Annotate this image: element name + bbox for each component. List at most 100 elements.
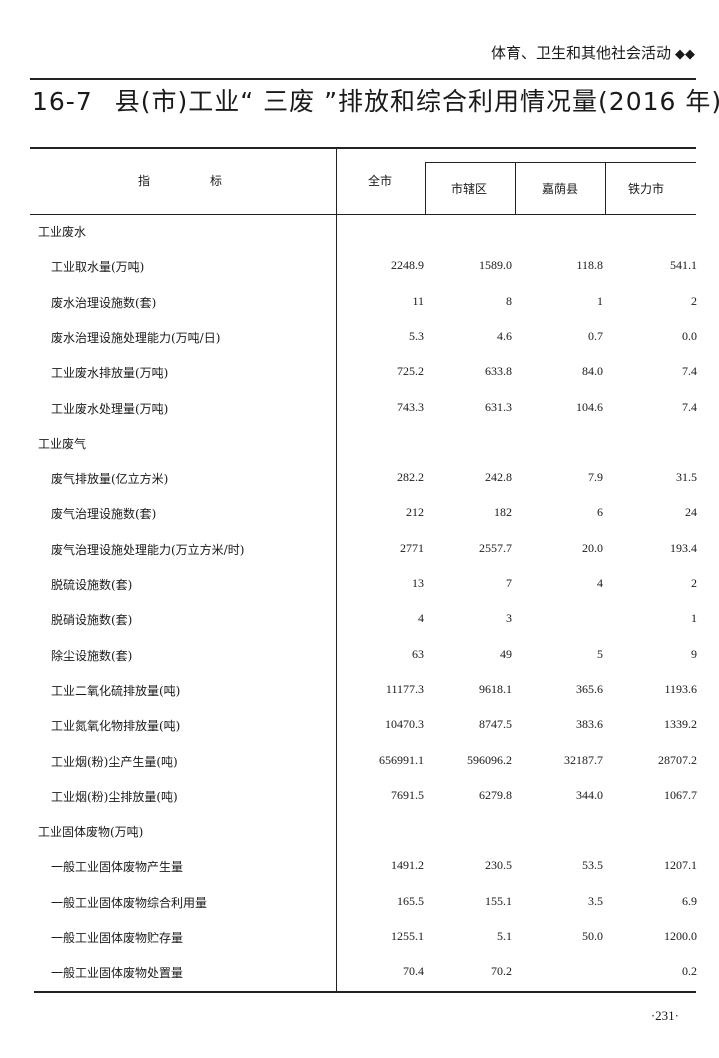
value-cell: 1207.1 [664,858,697,873]
value-cell: 3 [506,611,512,626]
row-label: 工业烟(粉)尘排放量(吨) [51,789,178,804]
value-cell: 193.4 [670,540,697,555]
value-cell: 5.1 [497,929,512,943]
row-label: 脱硝设施数(套) [51,613,133,628]
row-label: 一般工业固体废物贮存量 [51,931,184,945]
value-cell: 165.5 [397,893,424,908]
value-cell: 0.7 [588,328,603,343]
row-label: 工业废水排放量(万吨) [51,366,169,381]
value-cell: 7.9 [588,470,603,485]
table-row: 废气排放量(亿立方米) 282.2 242.8 7.9 31.5 [0,470,719,490]
row-label: 工业废水处理量(万吨) [51,401,169,416]
value-cell: 6.9 [682,893,697,908]
value-cell: 230.5 [485,858,512,873]
value-cell: 2248.9 [391,258,424,273]
value-cell: 155.1 [485,893,512,908]
page-number: ·231· [650,1008,679,1023]
row-label: 废水治理设施数(套) [51,295,157,310]
table-number: 16-7 [32,87,93,116]
header-total: 全市 [368,174,393,188]
value-cell: 49 [500,646,512,661]
value-cell: 10470.3 [385,717,424,732]
value-cell: 6279.8 [479,787,512,802]
value-cell: 50.0 [582,929,603,943]
value-cell: 1 [691,611,697,626]
value-cell: 70.4 [403,964,424,979]
value-cell: 84.0 [582,364,603,379]
value-cell: 5 [597,646,603,661]
table-top-rule [30,147,696,149]
row-label: 一般工业固体废物产生量 [51,860,184,875]
value-cell: 63 [412,646,424,661]
header-indicator: 指 标 [138,174,223,188]
table-row: 工业废水排放量(万吨) 725.2 633.8 84.0 7.4 [0,364,719,384]
stub-divider [336,148,337,992]
value-cell: 596096.2 [467,752,512,767]
value-cell: 118.8 [576,258,603,273]
value-cell: 7.4 [682,399,697,414]
value-cell: 1067.7 [664,787,697,802]
value-cell: 7.4 [682,364,697,379]
section-row: 工业废气 [0,435,719,455]
table-row: 工业烟(粉)尘产生量(吨) 656991.1 596096.2 32187.7 2870… [0,753,719,773]
row-label: 工业二氧化硫排放量(吨) [51,683,181,698]
table-row: 废水治理设施处理能力(万吨/日) 5.3 4.6 0.7 0.0 [0,329,719,349]
value-cell: 541.1 [670,258,697,273]
value-cell: 1589.0 [479,258,512,273]
value-cell: 31.5 [676,470,697,485]
value-cell: 20.0 [582,540,603,555]
table-bottom-rule [34,991,696,993]
subheader-divider-1 [425,162,426,215]
row-label: 废水治理设施处理能力(万吨/日) [51,330,221,345]
page-title: 16-7 县(市)工业“ 三废 ”排放和综合利用情况量(2016 年) [32,82,719,118]
value-cell: 2 [691,293,697,308]
value-cell: 11 [412,293,424,308]
value-cell: 1491.2 [391,858,424,873]
table-row: 工业二氧化硫排放量(吨) 11177.3 9618.1 365.6 1193.6 [0,682,719,702]
header-tieli: 铁力市 [628,182,665,196]
section-label: 工业固体废物(万吨) [38,825,144,840]
row-label: 工业取水量(万吨) [51,260,145,275]
value-cell: 2771 [400,540,424,555]
value-cell: 9618.1 [479,681,512,696]
value-cell: 3.5 [588,893,603,908]
row-label: 工业烟(粉)尘产生量(吨) [51,754,178,769]
value-cell: 4 [418,611,424,626]
table-row: 废水治理设施数(套) 11 8 1 2 [0,294,719,314]
value-cell: 0.2 [682,964,697,979]
value-cell: 8747.5 [479,717,512,732]
header-rule [30,78,696,80]
value-cell: 9 [691,646,697,661]
running-header: 体育、卫生和其他社会活动 ◆◆ [491,42,695,63]
value-cell: 182 [494,505,512,520]
row-label: 一般工业固体废物处置量 [51,966,184,981]
value-cell: 5.3 [409,328,424,343]
table-row: 一般工业固体废物贮存量 1255.1 5.1 50.0 1200.0 [0,929,719,949]
row-label: 废气治理设施处理能力(万立方米/时) [51,542,245,557]
row-label: 除尘设施数(套) [51,648,133,663]
table-row: 脱硝设施数(套) 4 3 1 [0,611,719,631]
value-cell: 13 [412,576,424,590]
section-name: 体育、卫生和其他社会活动 [490,44,671,62]
value-cell: 1200.0 [664,929,697,943]
value-cell: 70.2 [491,964,512,979]
table-row: 工业烟(粉)尘排放量(吨) 7691.5 6279.8 344.0 1067.7 [0,788,719,808]
table-row: 废气治理设施处理能力(万立方米/时) 2771 2557.7 20.0 193.4 [0,541,719,561]
value-cell: 7 [506,576,512,590]
diamond-ornament-icon: ◆◆ [675,47,695,62]
table-row: 除尘设施数(套) 63 49 5 9 [0,647,719,667]
value-cell: 8 [506,293,512,308]
table-row: 一般工业固体废物产生量 1491.2 230.5 53.5 1207.1 [0,858,719,878]
value-cell: 212 [406,505,424,520]
section-row: 工业固体废物(万吨) [0,823,719,843]
value-cell: 365.6 [576,681,603,696]
table-title: 县(市)工业“ 三废 ”排放和综合利用情况量(2016 年) [114,87,719,116]
table-row: 脱硫设施数(套) 13 7 4 2 [0,576,719,596]
value-cell: 4.6 [497,328,512,343]
row-label: 废气治理设施数(套) [51,507,157,522]
value-cell: 1339.2 [664,717,697,732]
value-cell: 11177.3 [385,681,424,696]
subheader-divider-2 [515,162,516,215]
row-label: 脱硫设施数(套) [51,578,133,592]
row-label: 工业氮氧化物排放量(吨) [51,719,181,734]
